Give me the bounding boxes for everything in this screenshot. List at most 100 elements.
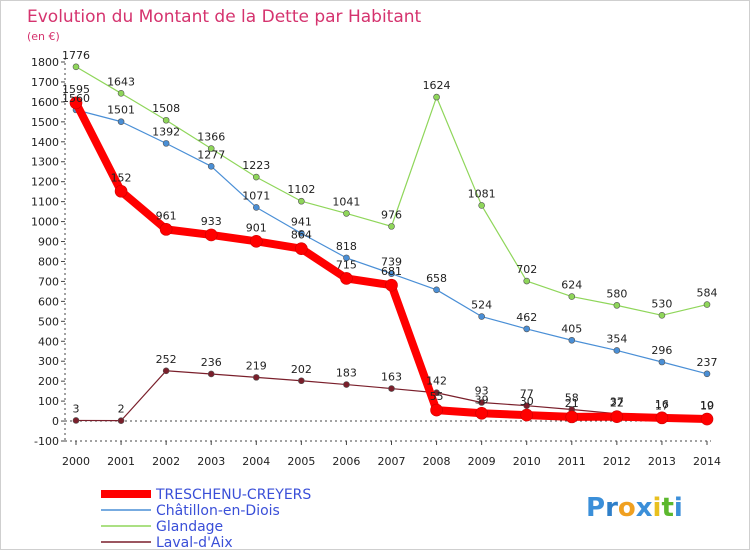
data-label: 901 xyxy=(246,221,267,234)
data-point xyxy=(72,63,80,71)
y-tick-label: 200 xyxy=(38,375,59,388)
data-point xyxy=(343,381,350,388)
logo-letter: x xyxy=(636,493,653,523)
data-label: 462 xyxy=(516,311,537,324)
data-label: 715 xyxy=(336,258,357,271)
data-label: 739 xyxy=(381,256,402,269)
data-point xyxy=(475,406,488,420)
data-label: 1223 xyxy=(242,159,270,172)
data-label: 183 xyxy=(336,367,357,380)
data-label: 976 xyxy=(381,208,402,221)
data-point xyxy=(207,163,215,170)
data-point xyxy=(568,293,576,300)
data-point xyxy=(430,403,443,417)
data-label: 219 xyxy=(246,359,267,372)
data-labels-layer: 1776 1643 1508 1366 1223 1102 1041 976 1624 1081 7… xyxy=(62,49,718,416)
data-label: 237 xyxy=(697,356,718,369)
legend-label: Laval-d'Aix xyxy=(156,535,233,549)
data-point xyxy=(658,358,666,366)
y-tick-label: 100 xyxy=(38,395,59,408)
data-point xyxy=(117,417,125,424)
x-tick-label: 2005 xyxy=(287,455,315,468)
x-tick-label: 2009 xyxy=(468,455,496,468)
data-label: 296 xyxy=(651,344,672,357)
x-tick-label: 2012 xyxy=(603,455,631,468)
data-label: 1643 xyxy=(107,75,135,88)
axes: -100 0 100 200 300 400 500 600 700 800 900 1000 1100… xyxy=(31,56,721,468)
data-point xyxy=(478,399,485,406)
y-tick-label: 900 xyxy=(38,236,59,249)
data-label: 142 xyxy=(426,375,447,388)
y-tick-label: 1800 xyxy=(31,56,59,69)
data-point xyxy=(340,272,353,285)
x-tick-label: 2008 xyxy=(423,455,451,468)
data-label: 1624 xyxy=(423,79,451,92)
data-label: 3 xyxy=(73,402,80,415)
logo-letter: P xyxy=(586,493,605,523)
data-point xyxy=(69,96,83,110)
logo-letter: t xyxy=(661,493,673,523)
data-label: 16 xyxy=(655,398,669,411)
data-point xyxy=(162,116,170,124)
data-label: 1071 xyxy=(242,189,270,202)
x-tick-label: 2014 xyxy=(693,455,721,468)
data-label: 1102 xyxy=(287,183,315,196)
data-label: 1501 xyxy=(107,104,135,117)
data-label: 1595 xyxy=(62,83,90,96)
data-label: 864 xyxy=(291,229,312,242)
data-label: 530 xyxy=(651,297,672,310)
y-unit-label: (en €) xyxy=(27,30,60,43)
logo-letter: i xyxy=(674,493,683,523)
logo-letter: r xyxy=(605,493,618,523)
data-label: 202 xyxy=(291,363,312,376)
legend-label: TRESCHENU-CREYERS xyxy=(155,487,311,503)
data-point xyxy=(388,385,395,392)
x-tick-label: 2010 xyxy=(513,455,541,468)
data-label: 1508 xyxy=(152,102,180,115)
y-tick-label: 1500 xyxy=(31,116,59,129)
data-point xyxy=(252,173,260,181)
data-label: 1277 xyxy=(197,148,225,161)
data-label: 37 xyxy=(610,396,624,409)
data-point xyxy=(252,374,260,381)
y-tick-label: 0 xyxy=(52,415,59,428)
data-point xyxy=(613,347,621,354)
x-tick-label: 2001 xyxy=(107,455,135,468)
data-label: 941 xyxy=(291,215,312,228)
legend-label: Châtillon-en-Diois xyxy=(156,503,280,519)
data-label: 17 xyxy=(655,400,669,413)
y-tick-label: 700 xyxy=(38,275,59,288)
y-tick-label: 600 xyxy=(38,295,59,308)
data-label: 1560 xyxy=(62,92,90,105)
data-point xyxy=(523,402,531,409)
x-tick-label: 2004 xyxy=(242,455,270,468)
logo-letter: i xyxy=(653,493,662,523)
series-layer xyxy=(69,63,714,426)
data-label: 55 xyxy=(430,390,444,403)
data-point xyxy=(703,301,711,308)
data-label: 1366 xyxy=(197,131,225,144)
data-point xyxy=(478,202,485,209)
data-label: 524 xyxy=(471,299,492,312)
data-point xyxy=(117,90,125,97)
x-tick-label: 2006 xyxy=(332,455,360,468)
data-point xyxy=(658,312,666,319)
data-label: 2 xyxy=(118,403,125,416)
data-label: 584 xyxy=(697,287,718,300)
data-point xyxy=(523,277,531,285)
data-point xyxy=(162,367,170,375)
data-point xyxy=(249,235,263,248)
y-tick-label: 300 xyxy=(38,355,59,368)
data-point xyxy=(207,145,215,152)
data-point xyxy=(655,411,669,425)
data-point xyxy=(343,254,350,262)
data-label: 658 xyxy=(426,272,447,285)
data-point xyxy=(114,184,128,198)
chart-title: Evolution du Montant de la Dette par Hab… xyxy=(27,7,422,27)
data-point xyxy=(565,410,579,424)
y-tick-label: 1700 xyxy=(31,76,59,89)
data-point xyxy=(700,412,714,426)
data-label: 681 xyxy=(381,265,402,278)
data-label: 163 xyxy=(381,371,402,384)
legend: TRESCHENU-CREYERSChâtillon-en-DioisGland… xyxy=(101,487,311,549)
